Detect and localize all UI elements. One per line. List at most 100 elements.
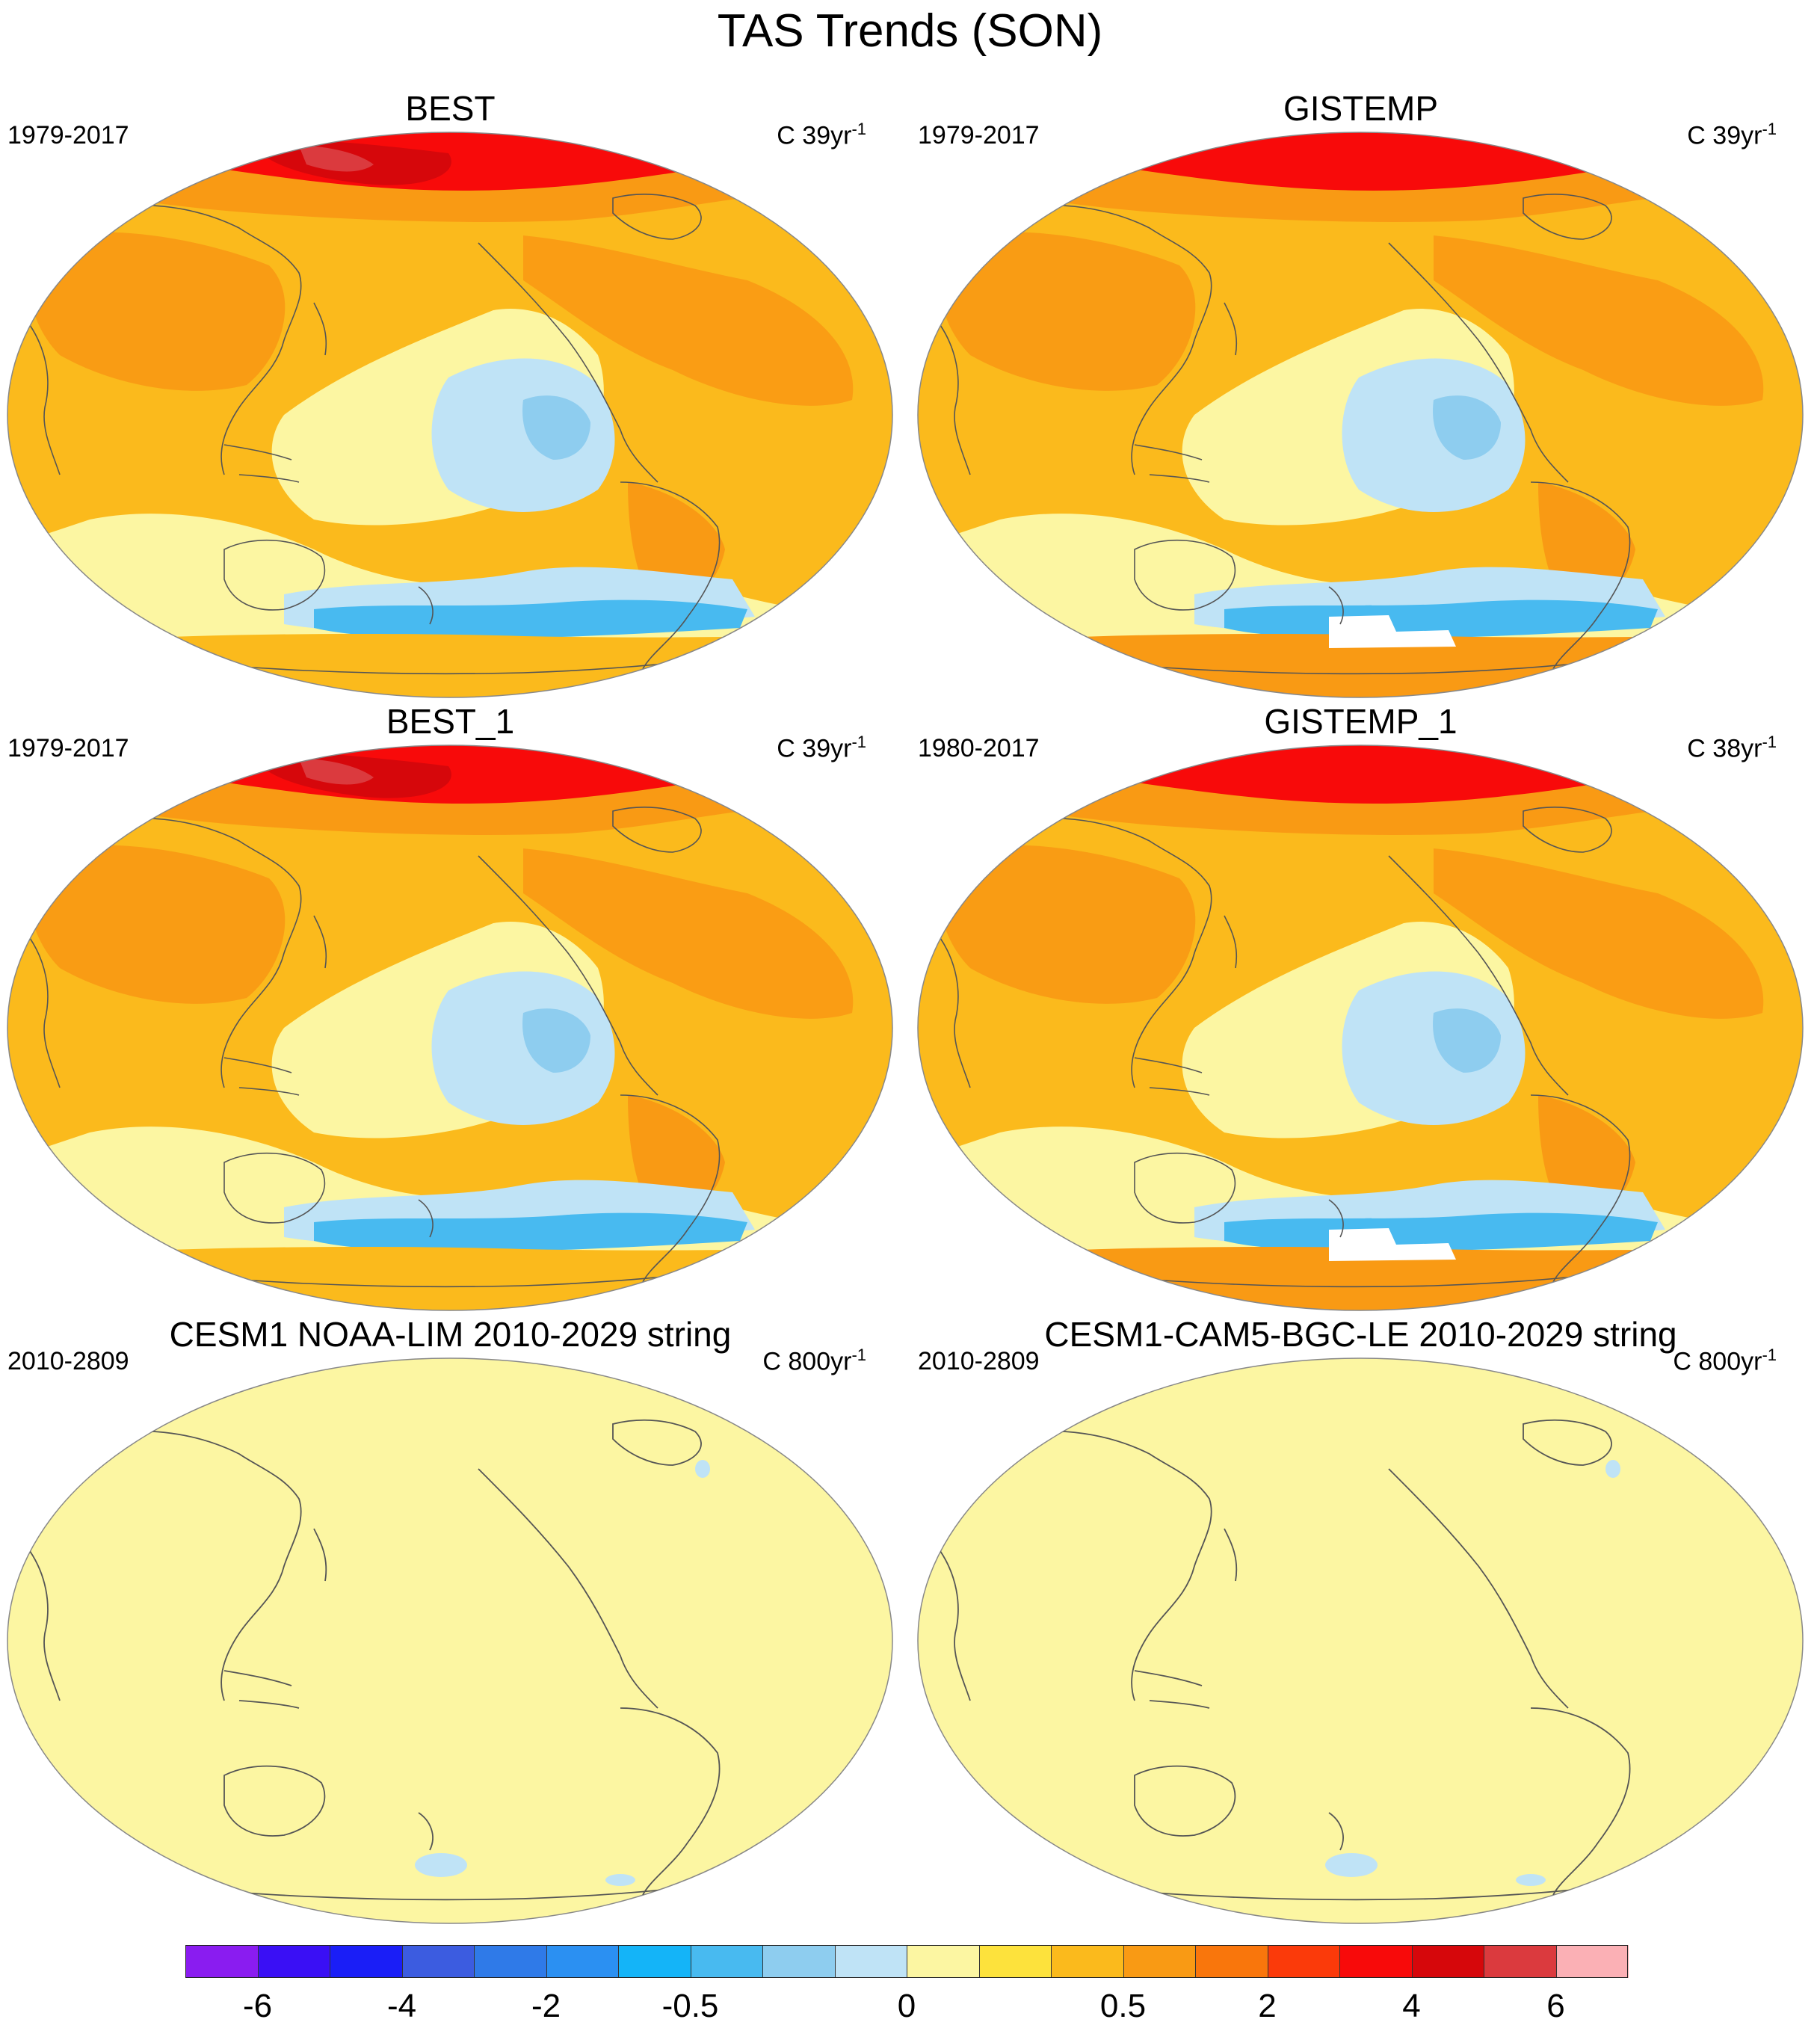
coastline [1134,444,1210,483]
missing-data-patch [1329,1228,1456,1261]
map-field [7,745,892,1310]
map-field [918,745,1803,1310]
asia-warming-region [27,232,286,391]
colorbar-swatch [1484,1945,1556,1978]
asia-warming-region [937,232,1196,391]
coastline [612,807,702,853]
colorbar-tick-label: -6 [242,1988,273,2024]
coastline [620,1094,721,1283]
panel-title: BEST [405,89,496,128]
cool-patch [1325,1853,1378,1877]
americas-warming-region [523,848,854,1019]
pacific-cooling-core [1433,1008,1501,1073]
cool-patch [695,1460,710,1478]
colorbar-swatch [1123,1945,1196,1978]
coastline [1134,1152,1236,1224]
coastline [1134,1670,1210,1709]
colorbar-swatch [185,1945,258,1978]
map-border [7,132,893,698]
pacific-cooling-core [522,1008,590,1073]
colorbar-swatch [1051,1945,1123,1978]
coastline [1328,1199,1344,1238]
coastline [418,586,434,625]
coastline [29,1550,61,1701]
coastline [313,1528,327,1582]
cool-patch [605,1874,635,1886]
coastline [223,1765,326,1837]
coastline [223,1152,326,1224]
coastline [1388,855,1569,1096]
units-label: C 800yr-1 [1673,1346,1777,1376]
pacific-cooling-region [431,971,615,1125]
colorbar-tick-label: 0 [897,1988,916,2024]
colorbar-swatch [401,1945,475,1978]
coastline [999,817,1212,1088]
pacific-cooling-region [431,358,615,512]
world-map [7,132,893,698]
coastline [478,242,658,483]
colorbar-swatch [474,1945,546,1978]
colorbar-tick-label: 6 [1546,1988,1565,2024]
period-label: 1979-2017 [7,734,129,762]
coastline [418,1199,434,1238]
colorbar-swatch [1339,1945,1412,1978]
coastline [1134,1057,1210,1096]
americas-warming-region [1434,235,1764,406]
cool-patch [415,1853,467,1877]
colorbar-tick-label: 2 [1258,1988,1277,2024]
coastline [223,539,326,611]
colorbar-swatch [834,1945,907,1978]
antarctic-region [7,1245,892,1310]
colorbar-tick-label: 4 [1402,1988,1421,2024]
period-label: 2010-2809 [7,1347,129,1375]
coastline [620,481,721,670]
colorbar-tick-label: -0.5 [661,1988,719,2024]
coastline [1328,586,1344,625]
colorbar-swatch [1411,1945,1484,1978]
americas-warming-region [1434,848,1764,1019]
coastline [999,1430,1212,1701]
coastline [418,1812,434,1851]
map-border [917,745,1804,1311]
colorbar-swatch [907,1945,979,1978]
map-field [940,1419,1703,1901]
map-panel: GISTEMP 1979-2017 C 39yr-1 [910,86,1811,706]
period-label: 1979-2017 [918,121,1040,150]
missing-data-patch [1329,615,1456,648]
units-label: C 39yr-1 [777,120,866,150]
panel-title: BEST_1 [386,702,515,741]
southern-ocean-strong-cooling [314,1212,747,1252]
antarctic-region [7,632,892,697]
map-background [917,1357,1804,1924]
figure-title: TAS Trends (SON) [717,5,1103,57]
coastline [1388,1468,1569,1709]
colorbar-swatch [762,1945,835,1978]
coastline [478,855,658,1096]
colorbar-swatch [257,1945,330,1978]
coastline [313,302,327,356]
units-label: C 38yr-1 [1687,733,1777,763]
coastline [620,1707,721,1896]
colorbar-swatch [1555,1945,1629,1978]
coastline [1388,242,1569,483]
coastline [89,817,302,1088]
map-panel: BEST_1 1979-2017 C 39yr-1 [0,699,901,1319]
cool-patch [1516,1874,1546,1886]
map-field [7,132,892,697]
pacific-cooling-core [522,395,590,460]
world-map [917,745,1804,1311]
world-map [7,1357,893,1924]
coastline [940,324,971,475]
pacific-cooling-core [1433,395,1501,460]
colorbar-swatch [978,1945,1052,1978]
coastline [223,444,300,483]
coastline [999,204,1212,475]
world-map [917,132,1804,698]
coastline [1530,1707,1631,1896]
coastline [940,937,971,1088]
map-panel: CESM1-CAM5-BGC-LE 2010-2029 string 2010-… [910,1312,1811,1932]
colorbar-swatch [330,1945,402,1978]
arctic-max-warming [299,759,374,785]
coastline [1523,1419,1612,1466]
colorbar-tick-label: -4 [386,1988,417,2024]
